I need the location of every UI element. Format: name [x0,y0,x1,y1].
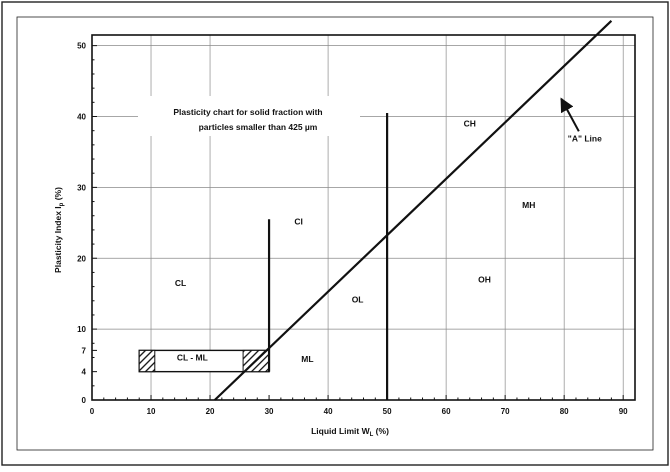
x-tick-label: 40 [324,407,333,416]
y-tick-label: 40 [77,113,86,122]
y-tick-label: 7 [82,346,87,355]
x-tick-label: 20 [206,407,215,416]
zone-label-ml: ML [301,354,313,364]
x-tick-label: 80 [560,407,569,416]
zone-label-layer: CL CI CH MH OH OL ML CL - ML "A" Line [175,97,602,364]
y-tick-label: 50 [77,42,86,51]
a-line-annotation: "A" Line [568,133,602,143]
y-tick-label: 0 [82,396,87,405]
zone-label-cl-ml: CL - ML [177,352,208,362]
a-line-annotation-arrow [560,97,580,132]
x-tick-label: 90 [619,407,628,416]
zone-label-ci: CI [294,216,303,226]
x-tick-label: 0 [90,407,95,416]
cl-ml-hatch-left [138,349,156,373]
chart-title-background [138,96,360,136]
axis-layer: 0 10 20 30 40 50 60 70 80 90 0 4 7 10 20 30 40 50 [77,34,636,416]
chart-title-line-2: particles smaller than 425 µm [199,122,318,132]
y-tick-label: 4 [82,368,87,377]
chart-title: Plasticity chart for solid fraction with… [138,96,360,136]
line-layer [214,20,613,401]
x-tick-label: 70 [501,407,510,416]
x-tick-label: 50 [383,407,392,416]
plot-area-border [91,34,636,401]
y-tick-label: 20 [77,254,86,263]
zone-label-oh: OH [478,275,491,285]
chart-title-line-1: Plasticity chart for solid fraction with [173,107,322,117]
a-line [214,20,613,401]
x-tick-label: 10 [147,407,156,416]
zone-label-cl: CL [175,278,186,288]
x-tick-label: 60 [442,407,451,416]
grid-layer [92,35,635,400]
zone-label-ch: CH [464,119,476,129]
x-axis-title: Liquid Limit WL (%) [311,426,389,438]
y-axis-title: Plasticity Index Ip (%) [53,187,65,273]
inner-frame [16,16,654,451]
x-tick-label: 30 [265,407,274,416]
y-tick-label: 10 [77,325,86,334]
zone-label-mh: MH [522,200,535,210]
y-tick-label: 30 [77,183,86,192]
zone-label-ol: OL [352,294,364,304]
